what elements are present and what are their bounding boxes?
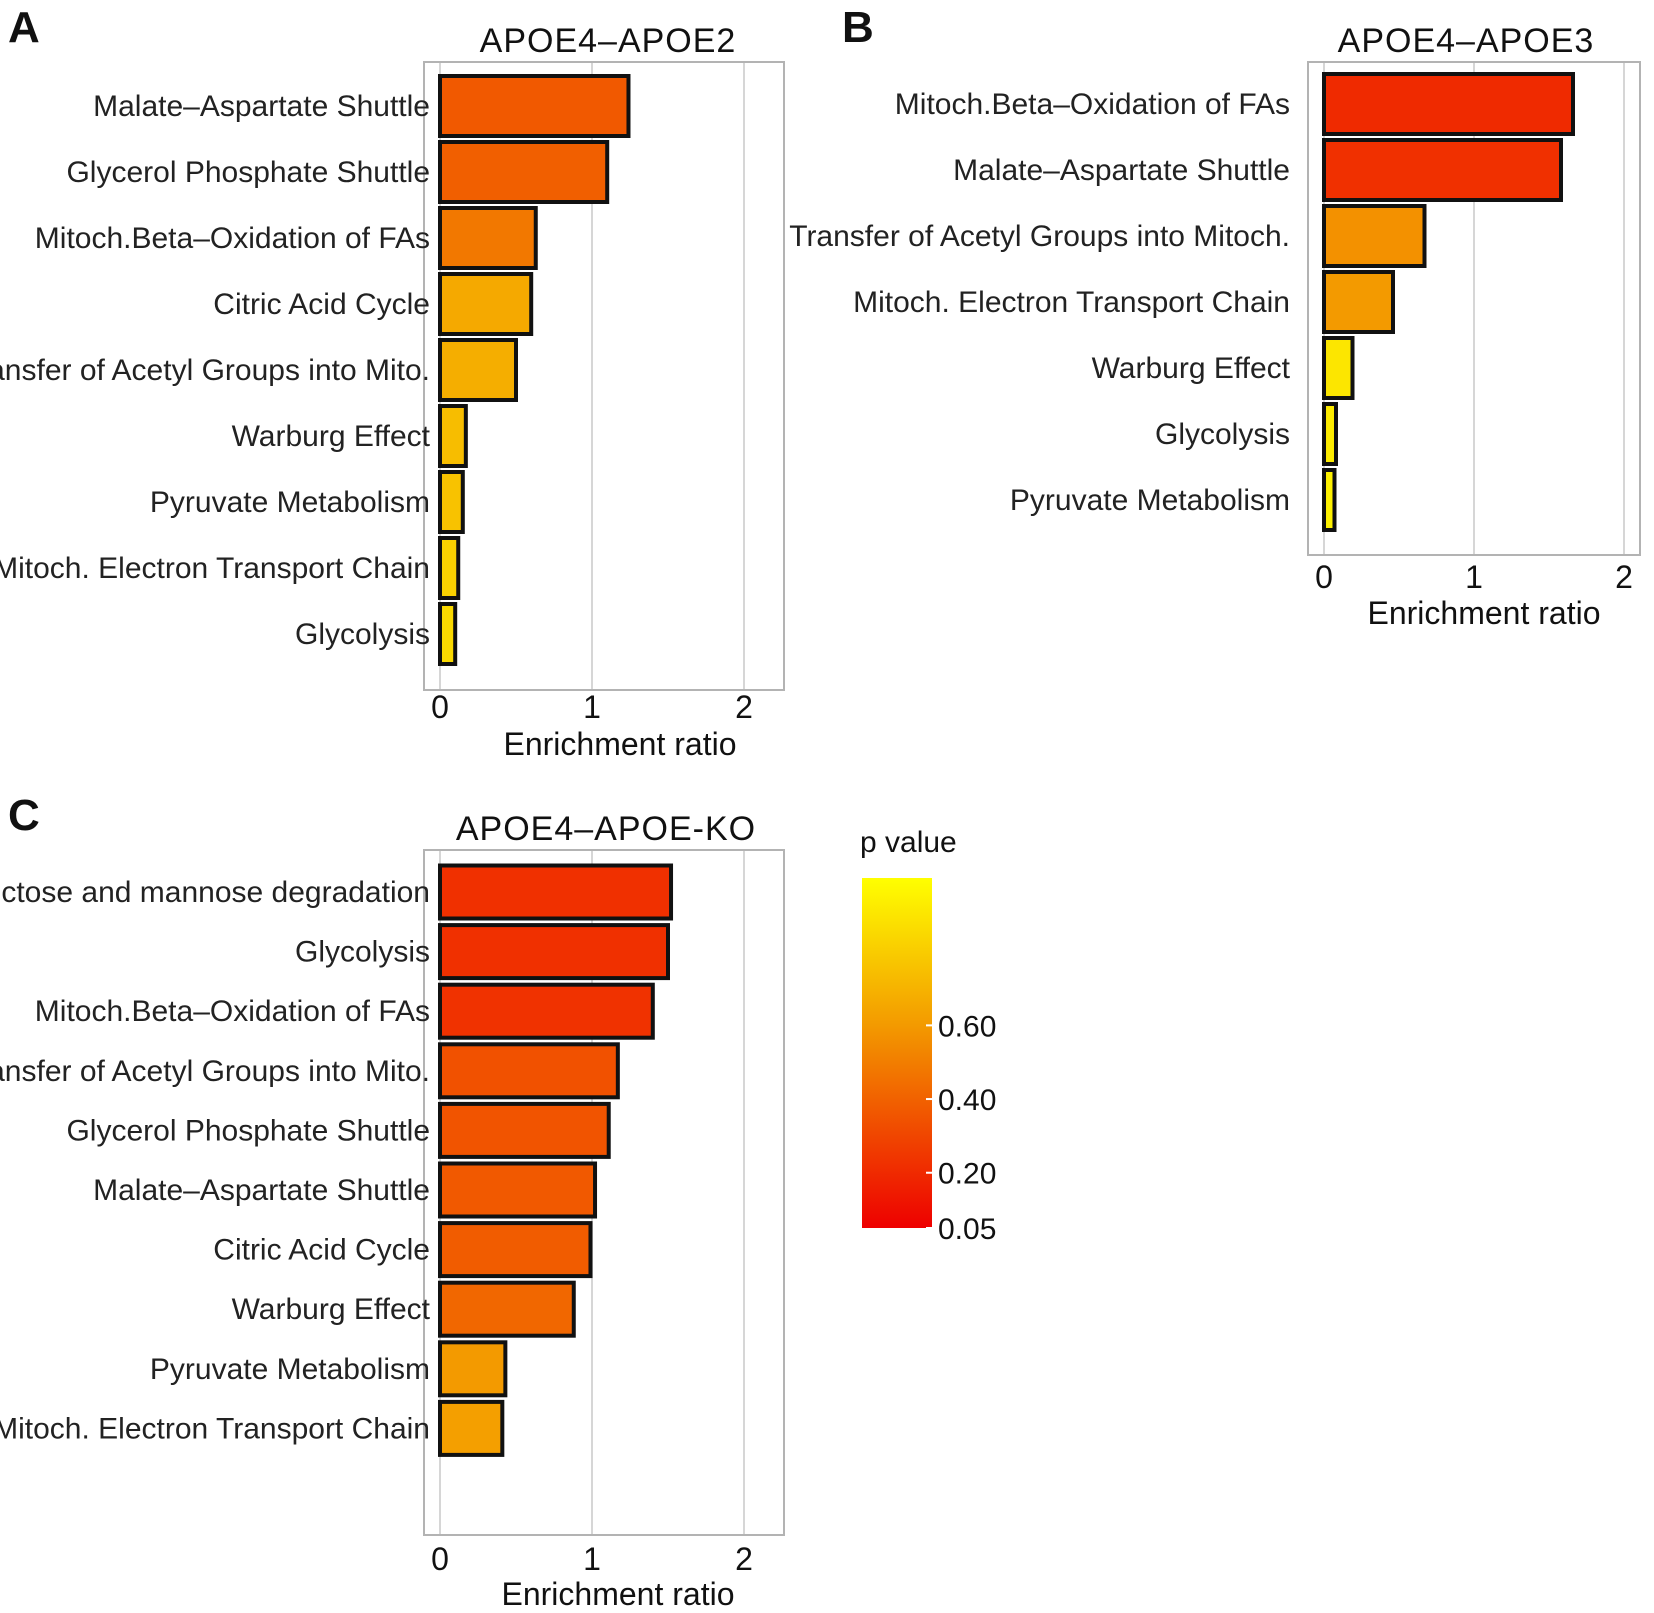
panel-c-category-label: Glycolysis (295, 936, 430, 969)
legend-tick-label: 0.60 (938, 1010, 996, 1043)
legend-colorbar (862, 878, 932, 1228)
panel-c-bar (438, 1340, 508, 1398)
panel-c-category-label: Citric Acid Cycle (213, 1234, 430, 1267)
panel-b-category-label: Glycolysis (1155, 418, 1290, 451)
panel-a-title: APOE4–APOE2 (480, 22, 737, 60)
panel-c-category-label: Pyruvate Metabolism (150, 1353, 430, 1386)
panel-b-x-tick-label: 2 (1615, 559, 1633, 595)
panel-b-x-tick-label: 1 (1465, 559, 1483, 595)
panel-c-x-tick-label: 2 (735, 1541, 753, 1577)
panel-b-category-label: Malate–Aspartate Shuttle (953, 154, 1290, 187)
panel-a-plot-frame (423, 61, 785, 691)
panel-c-bar (438, 1042, 620, 1100)
panel-a-letter: A (8, 3, 40, 52)
panel-b-bar (1322, 138, 1563, 202)
panel-c-bar (438, 923, 670, 981)
panel-b-bar (1322, 72, 1575, 136)
panel-a-category-label: Mitoch.Beta–Oxidation of FAs (35, 222, 430, 255)
panel-a-category-label: Transfer of Acetyl Groups into Mito. (0, 354, 430, 387)
panel-a-bar (438, 404, 468, 468)
panel-b-category-label: Transfer of Acetyl Groups into Mitoch. (789, 220, 1290, 253)
panel-a-category-label: Mitoch. Electron Transport Chain (0, 552, 430, 585)
panel-a-bar (438, 470, 465, 534)
panel-a: A APOE4–APOE2 Enrichment ratio Malate–As… (0, 3, 785, 762)
panel-b-bar (1322, 468, 1337, 532)
panel-b-bar (1322, 270, 1395, 334)
panel-c-category-label: Warburg Effect (232, 1293, 431, 1326)
panel-c-bar (438, 1101, 611, 1159)
panel-b-bar (1322, 204, 1427, 268)
panel-a-category-label: Glycolysis (295, 618, 430, 651)
panel-a-bar (438, 206, 538, 270)
panel-c-bar (438, 1221, 593, 1279)
legend-tick-label: 0.05 (938, 1213, 996, 1246)
legend-title: p value (860, 826, 957, 859)
panel-c-bar (438, 1161, 598, 1219)
panel-a-bar (438, 536, 461, 600)
panel-a-x-axis-label: Enrichment ratio (504, 726, 737, 762)
panel-c-bar (438, 982, 655, 1040)
panel-b-category-label: Pyruvate Metabolism (1010, 484, 1290, 517)
panel-c-x-axis-label: Enrichment ratio (502, 1576, 735, 1612)
panel-c-bar (438, 863, 674, 921)
panel-c-bar (438, 1399, 505, 1457)
panel-c-title: APOE4–APOE-KO (456, 810, 756, 848)
panel-c-category-label: Fructose and mannose degradation (0, 876, 430, 909)
panel-a-bar (438, 74, 631, 138)
panel-c-category-label: Mitoch.Beta–Oxidation of FAs (35, 995, 430, 1028)
panel-c-letter: C (8, 791, 40, 840)
panel-c-x-tick-label: 0 (431, 1541, 449, 1577)
panel-c-plot-frame (423, 849, 785, 1536)
panel-c-category-label: Glycerol Phosphate Shuttle (66, 1114, 430, 1147)
panel-b-plot-frame (1307, 61, 1641, 556)
panel-c-category-label: Mitoch. Electron Transport Chain (0, 1412, 430, 1445)
panel-b: B APOE4–APOE3 Enrichment ratio Mitoch.Be… (789, 3, 1641, 631)
panel-a-category-label: Glycerol Phosphate Shuttle (66, 156, 430, 189)
panel-b-bar (1322, 402, 1338, 466)
panel-c-bar (438, 1280, 576, 1338)
panel-c-category-label: Malate–Aspartate Shuttle (93, 1174, 430, 1207)
panel-a-x-tick-label: 1 (583, 689, 601, 725)
panel-c-category-label: Transfer of Acetyl Groups into Mito. (0, 1055, 430, 1088)
panel-a-category-label: Pyruvate Metabolism (150, 486, 430, 519)
panel-c-x-tick-label: 1 (583, 1541, 601, 1577)
panel-a-category-label: Malate–Aspartate Shuttle (93, 90, 430, 123)
panel-b-bar (1322, 336, 1355, 400)
panel-b-x-tick-label: 0 (1315, 559, 1333, 595)
legend-tick-label: 0.40 (938, 1084, 996, 1117)
panel-a-x-tick-label: 0 (431, 689, 449, 725)
panel-a-category-label: Warburg Effect (232, 420, 431, 453)
panel-a-bar (438, 338, 518, 402)
legend-tick-label: 0.20 (938, 1158, 996, 1191)
panel-a-category-label: Citric Acid Cycle (213, 288, 430, 321)
panel-a-bar (438, 602, 458, 666)
panel-b-letter: B (842, 3, 874, 52)
panel-b-category-label: Mitoch. Electron Transport Chain (853, 286, 1290, 319)
panel-c: C APOE4–APOE-KO Enrichment ratio Fructos… (0, 791, 785, 1612)
panel-b-title: APOE4–APOE3 (1338, 22, 1595, 60)
p-value-legend: p value 0.60 0.40 0.20 0.05 (860, 826, 996, 1246)
panel-a-bar (438, 140, 610, 204)
panel-a-x-tick-label: 2 (735, 689, 753, 725)
panel-b-category-label: Warburg Effect (1092, 352, 1291, 385)
panel-a-bar (438, 272, 534, 336)
panel-b-category-label: Mitoch.Beta–Oxidation of FAs (895, 88, 1290, 121)
panel-b-x-axis-label: Enrichment ratio (1368, 595, 1601, 631)
